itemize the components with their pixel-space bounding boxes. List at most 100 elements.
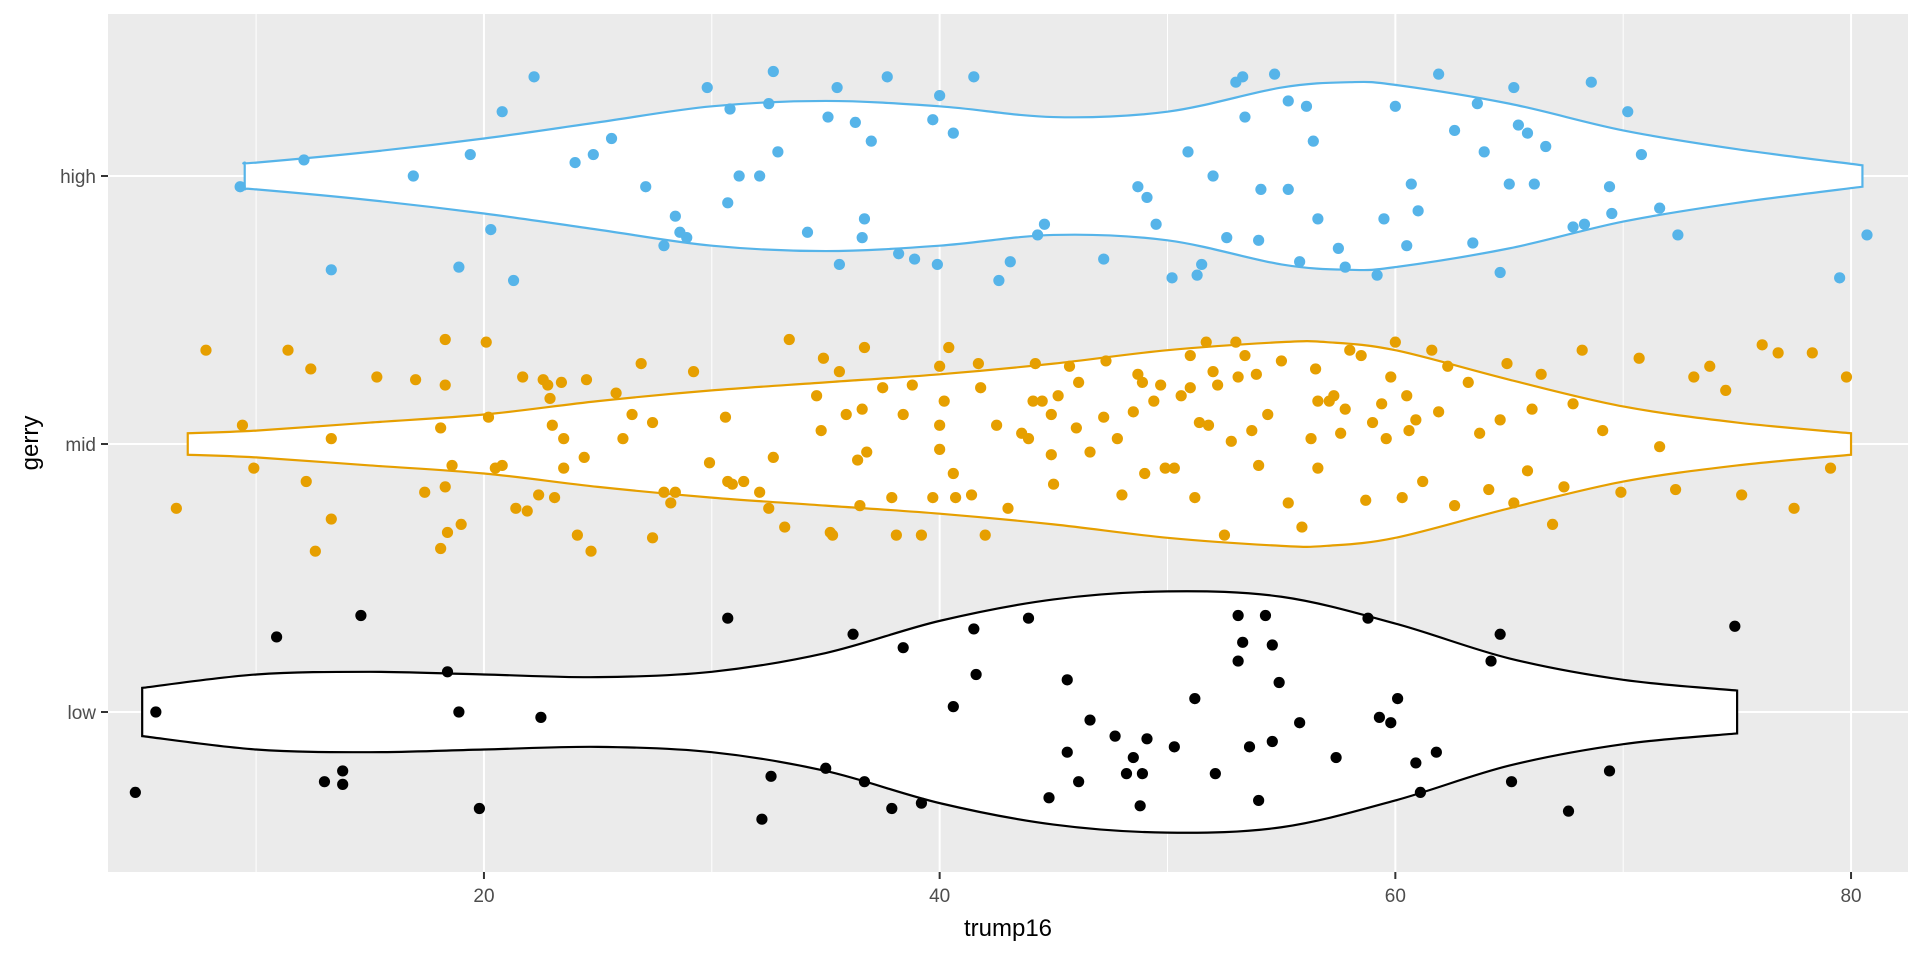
point-mid (927, 492, 939, 504)
point-high (1512, 119, 1524, 131)
point-mid (1335, 427, 1347, 439)
point-high (1521, 127, 1534, 139)
point-high (1032, 229, 1044, 241)
point-high (1282, 95, 1294, 107)
point-mid (1155, 379, 1167, 391)
point-high (569, 157, 581, 169)
point-mid (1168, 462, 1180, 474)
point-mid (542, 379, 554, 391)
point-high (1401, 240, 1413, 252)
point-mid (1246, 425, 1258, 437)
point-mid (558, 433, 570, 445)
point-mid (1376, 398, 1388, 410)
point-high (993, 274, 1005, 287)
point-high (1622, 106, 1634, 118)
point-mid (1098, 411, 1110, 423)
point-mid (325, 513, 337, 525)
point-mid (897, 408, 909, 421)
point-mid (1230, 336, 1242, 348)
point-low (915, 797, 928, 809)
point-mid (441, 526, 454, 539)
point-mid (1139, 467, 1151, 480)
point-mid (1262, 408, 1274, 421)
point-high (1834, 272, 1846, 284)
point-mid (1189, 492, 1201, 504)
point-mid (726, 478, 738, 490)
point-mid (1232, 371, 1244, 383)
point-high (927, 114, 939, 126)
point-high (1253, 234, 1265, 246)
point-high (858, 213, 871, 225)
point-low (1392, 693, 1404, 705)
point-mid (719, 411, 732, 423)
point-mid (934, 443, 946, 455)
point-high (1578, 218, 1591, 230)
point-mid (934, 360, 946, 372)
point-mid (1576, 344, 1588, 356)
point-mid (1417, 475, 1429, 488)
y-tick-label: low (67, 703, 96, 724)
point-high (1307, 135, 1319, 147)
point-mid (1669, 483, 1682, 496)
axes: 20 40 60 80 low mid high (60, 167, 1862, 907)
point-low (1410, 757, 1422, 769)
point-high (1603, 181, 1616, 193)
point-mid (610, 387, 622, 399)
point-mid (1385, 371, 1397, 383)
point-mid (1022, 433, 1035, 445)
point-low (1061, 746, 1073, 758)
point-low (1120, 768, 1133, 780)
x-tick-label: 40 (929, 886, 950, 907)
violin-low (141, 590, 1739, 834)
point-high (669, 210, 681, 222)
point-mid (1840, 371, 1853, 383)
point-high (1861, 229, 1873, 241)
point-mid (1202, 419, 1215, 431)
point-mid (282, 344, 294, 356)
point-low (1061, 674, 1073, 686)
point-mid (1508, 497, 1520, 509)
point-high (1405, 178, 1417, 190)
point-mid (578, 451, 590, 463)
point-mid (1070, 422, 1082, 434)
point-mid (915, 529, 928, 541)
point-mid (1501, 358, 1513, 370)
point-mid (1366, 416, 1379, 429)
point-low (970, 668, 982, 681)
point-mid (435, 542, 447, 555)
point-mid (371, 371, 383, 383)
point-high (701, 81, 713, 94)
point-high (1606, 207, 1618, 220)
point-mid (1558, 481, 1570, 493)
point-high (1478, 146, 1490, 158)
point-mid (300, 475, 312, 488)
point-mid (170, 502, 182, 514)
point-high (528, 71, 540, 83)
point-mid (1389, 336, 1401, 348)
point-high (931, 258, 943, 271)
point-low (1022, 612, 1035, 624)
point-mid (305, 363, 317, 375)
point-mid (439, 481, 451, 493)
point-low (1043, 792, 1055, 804)
point-mid (1806, 347, 1818, 359)
point-high (722, 197, 734, 209)
point-mid (580, 374, 593, 386)
point-mid (1720, 384, 1732, 396)
point-mid (972, 358, 984, 370)
point-low (722, 612, 734, 624)
point-high (681, 232, 693, 244)
point-mid (1474, 427, 1486, 439)
point-high (1182, 146, 1194, 158)
point-high (767, 65, 779, 78)
point-mid (517, 371, 529, 383)
point-mid (826, 529, 839, 541)
point-low (1330, 751, 1342, 764)
point-low (947, 701, 959, 713)
point-low (765, 770, 777, 782)
point-low (1294, 717, 1306, 729)
point-mid (446, 459, 458, 472)
point-high (1378, 213, 1390, 225)
point-high (849, 116, 861, 128)
point-low (129, 786, 141, 799)
